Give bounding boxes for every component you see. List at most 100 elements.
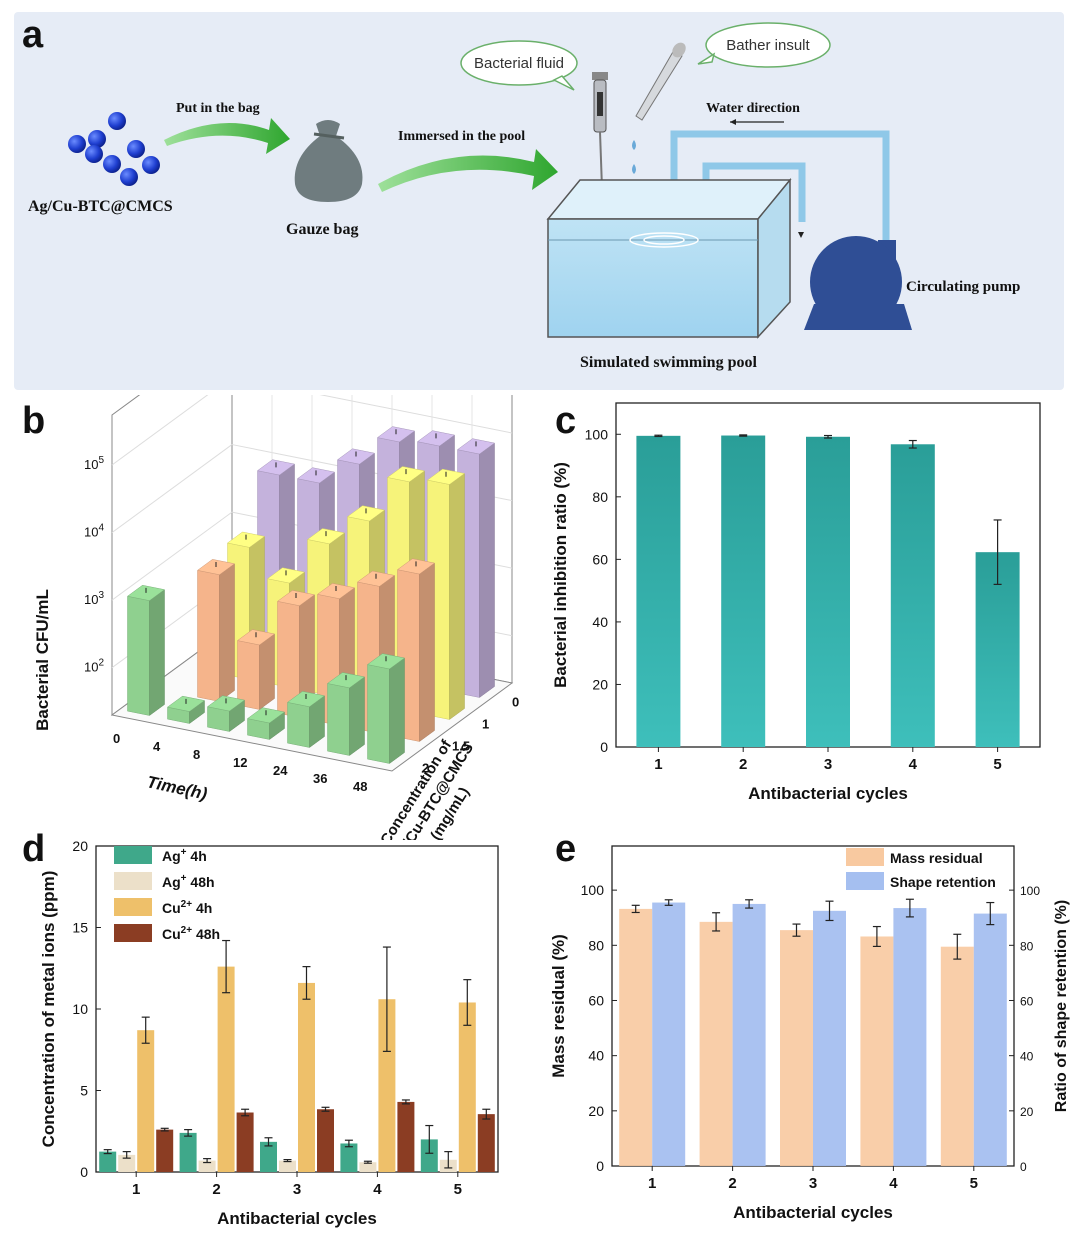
- y-tick-label: 15: [72, 920, 88, 936]
- water-label: Water direction: [706, 101, 800, 116]
- grid-line: [111, 511, 233, 601]
- step2-label: Immersed in the pool: [398, 129, 525, 144]
- y-axis-label: Concentration of metal ions (ppm): [39, 871, 58, 1148]
- bar: [477, 1114, 495, 1172]
- bar: [893, 908, 927, 1166]
- y-tick-label: 102: [84, 658, 104, 675]
- bar-top: [226, 531, 266, 548]
- gauze-bag-icon: [294, 120, 363, 202]
- chart-e-mass-shape: 0 20 40 60 80 100 1 2 3 4 5 Antibacterial cycles Mas…: [549, 845, 1070, 1222]
- y-tick-label: 104: [84, 523, 104, 540]
- x-tick-label: 4: [153, 739, 161, 754]
- pool-icon: [546, 177, 792, 339]
- bar: [806, 436, 850, 747]
- bar: [458, 1002, 476, 1172]
- y2-tick-label: 0: [1020, 1160, 1027, 1174]
- y2-tick-label: 60: [1020, 994, 1034, 1008]
- x-tick-label: 3: [824, 756, 832, 773]
- x-tick-label: 3: [293, 1181, 301, 1198]
- y-tick-label: 40: [588, 1048, 604, 1064]
- reagent-label: Ag/Cu-BTC@CMCS: [28, 198, 173, 215]
- y2-tick-label: 40: [1020, 1050, 1034, 1064]
- bar: [652, 902, 686, 1166]
- y-tick-label: 105: [84, 455, 104, 472]
- bar-side: [479, 442, 495, 698]
- bar-top: [276, 590, 316, 606]
- z-tick-label: 0: [512, 695, 519, 710]
- x-tick-label: 2: [212, 1181, 220, 1198]
- y-tick-label: 20: [592, 676, 608, 692]
- x-tick-label: 48: [353, 779, 367, 794]
- bar: [890, 444, 935, 747]
- y2-tick-label: 80: [1020, 939, 1034, 953]
- x-tick-label: 1: [654, 756, 662, 773]
- chart-b-xlabel: Time(h): [145, 772, 209, 803]
- bar-top: [256, 459, 296, 476]
- bar: [973, 913, 1007, 1166]
- dropper-icon: [632, 42, 686, 197]
- bubble-2-shape: [705, 22, 831, 68]
- bar: [179, 1132, 197, 1172]
- panel-e-letter: e: [555, 828, 577, 870]
- pump-label: Circulating pump: [906, 279, 1020, 295]
- legend-swatch: [114, 924, 152, 942]
- bar-top: [306, 528, 346, 545]
- bar: [721, 435, 766, 747]
- bar-top: [416, 430, 456, 447]
- y-tick-label: 0: [596, 1158, 604, 1174]
- y2-axis-label: Ratio of shape retention (%): [1053, 900, 1070, 1112]
- bar: [217, 966, 235, 1172]
- bar: [636, 435, 681, 747]
- legend-label: Mass residual: [890, 850, 983, 866]
- bar-side: [149, 589, 165, 716]
- bar: [619, 908, 653, 1166]
- bar: [137, 1030, 155, 1172]
- legend-label: Cu2+ 48h: [162, 925, 220, 942]
- bar: [198, 1160, 216, 1172]
- x-tick-label: 4: [373, 1181, 382, 1198]
- chart-b-ylabel: Bacterial CFU/mL: [33, 589, 52, 731]
- bar: [813, 910, 846, 1166]
- pool-label: Simulated swimming pool: [580, 354, 757, 371]
- bubble-2-tail-icon: [697, 52, 716, 65]
- bubble-1-tail-icon: [552, 75, 575, 91]
- arrow-2-icon: [378, 149, 558, 192]
- bar: [378, 999, 396, 1172]
- bubble-2-label: Bather insult: [726, 37, 810, 54]
- x-tick-label: 5: [993, 756, 1001, 773]
- chart-b-bars: [126, 426, 496, 764]
- y-tick-label: 5: [80, 1083, 88, 1099]
- y2-tick-label: 100: [1020, 884, 1040, 898]
- legend-swatch: [114, 872, 152, 890]
- bar-top: [236, 629, 276, 646]
- bar: [732, 903, 766, 1166]
- y-tick-label: 80: [588, 937, 604, 953]
- step1-label: Put in the bag: [176, 101, 260, 116]
- bar: [780, 930, 813, 1166]
- x-tick-label: 5: [454, 1181, 462, 1198]
- y-tick-label: 20: [72, 838, 88, 854]
- y-tick-label: 40: [592, 614, 608, 630]
- y-axis-label: Mass residual (%): [549, 934, 568, 1078]
- y-tick-label: 60: [588, 992, 604, 1008]
- pipette-icon: [592, 72, 608, 189]
- legend-label: Shape retention: [890, 874, 996, 890]
- legend-label: Ag+ 48h: [162, 873, 215, 890]
- x-axis-label: Antibacterial cycles: [748, 784, 908, 803]
- x-axis-label: Antibacterial cycles: [733, 1203, 893, 1222]
- legend-label: Ag+ 4h: [162, 847, 207, 864]
- bar-front: [287, 702, 310, 748]
- legend-swatch: [114, 846, 152, 864]
- z-tick-label: 1: [482, 717, 489, 732]
- bar: [317, 1109, 334, 1172]
- grid-line: [111, 395, 209, 466]
- bar: [359, 1162, 377, 1172]
- y-axis-label: Bacterial inhibition ratio (%): [551, 462, 570, 688]
- bar-side: [219, 563, 235, 702]
- y-tick-label: 100: [581, 882, 605, 898]
- x-tick-label: 1: [648, 1175, 656, 1192]
- chart-c-inhibition: 0 20 40 60 80 100 1 2 3 4 5 Antibacterial cycles Bac…: [551, 402, 1041, 803]
- x-tick-label: 24: [273, 763, 288, 778]
- bar: [279, 1160, 296, 1172]
- z-tick-label: 1.5: [452, 739, 470, 754]
